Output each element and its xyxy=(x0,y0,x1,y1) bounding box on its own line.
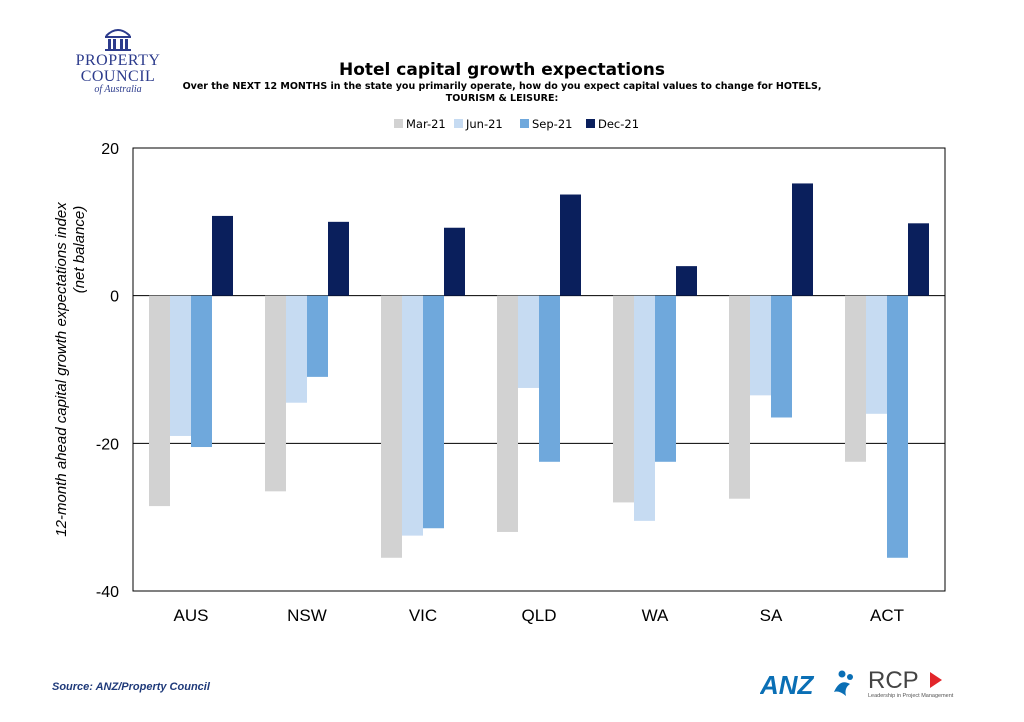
legend-label: Dec-21 xyxy=(598,117,639,131)
bar-nsw-mar-21 xyxy=(265,295,286,492)
bar-wa-mar-21 xyxy=(613,295,634,503)
bar-qld-jun-21 xyxy=(518,295,539,388)
bar-nsw-jun-21 xyxy=(286,295,307,403)
y-tick-label: 0 xyxy=(110,289,119,306)
bars xyxy=(149,183,929,558)
legend-label: Sep-21 xyxy=(532,117,572,131)
x-tick-label: VIC xyxy=(409,606,437,625)
x-tick-label: ACT xyxy=(870,606,904,625)
bar-act-jun-21 xyxy=(866,295,887,414)
property-council-logo: PROPERTY COUNCIL of Australia xyxy=(58,24,178,96)
bar-aus-mar-21 xyxy=(149,295,170,507)
bar-qld-sep-21 xyxy=(539,295,560,462)
legend-swatch xyxy=(520,119,529,128)
legend-label: Mar-21 xyxy=(406,117,446,131)
bar-sa-jun-21 xyxy=(750,295,771,396)
x-tick-label: AUS xyxy=(174,606,209,625)
bar-nsw-dec-21 xyxy=(328,221,349,296)
anz-logo-text: ANZ xyxy=(760,670,815,700)
x-tick-label: QLD xyxy=(522,606,557,625)
chart-title: Hotel capital growth expectations xyxy=(338,60,665,80)
y-axis-label: 12-month ahead capital growth expectatio… xyxy=(53,202,70,537)
bar-sa-dec-21 xyxy=(792,183,813,296)
bar-act-dec-21 xyxy=(908,223,929,296)
logo-text-of-australia: of Australia xyxy=(94,84,142,95)
x-tick-label: NSW xyxy=(287,606,327,625)
legend-label: Jun-21 xyxy=(465,117,503,131)
source-note: Source: ANZ/Property Council xyxy=(52,681,210,693)
legend-swatch xyxy=(394,119,403,128)
bar-act-sep-21 xyxy=(887,295,908,558)
bar-act-mar-21 xyxy=(845,295,866,462)
bar-qld-dec-21 xyxy=(560,194,581,296)
legend-swatch xyxy=(454,119,463,128)
bar-wa-jun-21 xyxy=(634,295,655,521)
legend-swatch xyxy=(586,119,595,128)
legend: Mar-21 Jun-21 Sep-21 Dec-21 xyxy=(394,117,639,131)
anz-logo: ANZ xyxy=(759,666,860,700)
rcp-arrow-icon xyxy=(930,672,942,688)
bar-vic-jun-21 xyxy=(402,295,423,536)
anz-people-icon xyxy=(834,670,853,696)
rcp-logo: RCP Leadership in Project Management xyxy=(866,666,966,700)
bar-aus-dec-21 xyxy=(212,215,233,296)
chart-subtitle: Over the NEXT 12 MONTHS in the state you… xyxy=(182,81,822,104)
x-tick-label: SA xyxy=(760,606,783,625)
bar-qld-mar-21 xyxy=(497,295,518,532)
bar-sa-sep-21 xyxy=(771,295,792,418)
x-axis-ticks: AUS NSW VIC QLD WA SA ACT xyxy=(174,606,904,625)
bar-vic-dec-21 xyxy=(444,227,465,296)
y-axis-label-unit: (net balance) xyxy=(71,206,88,294)
bar-aus-jun-21 xyxy=(170,295,191,436)
y-tick-label: 20 xyxy=(101,141,119,158)
bar-sa-mar-21 xyxy=(729,295,750,499)
y-axis-ticks: 20 0 -20 -40 xyxy=(96,141,119,601)
bar-aus-sep-21 xyxy=(191,295,212,448)
plot-frame xyxy=(132,147,946,592)
rcp-logo-text: RCP xyxy=(868,667,919,694)
bar-vic-mar-21 xyxy=(381,295,402,558)
logo-text-property: PROPERTY xyxy=(75,52,161,69)
y-tick-label: -20 xyxy=(96,436,119,453)
bar-wa-sep-21 xyxy=(655,295,676,462)
logo-text-council: COUNCIL xyxy=(80,68,156,85)
rcp-tagline: Leadership in Project Management xyxy=(868,693,954,699)
bar-nsw-sep-21 xyxy=(307,295,328,377)
y-tick-label: -40 xyxy=(96,584,119,601)
columns-icon xyxy=(105,29,131,51)
bar-vic-sep-21 xyxy=(423,295,444,529)
x-tick-label: WA xyxy=(642,606,669,625)
bar-wa-dec-21 xyxy=(676,266,697,296)
